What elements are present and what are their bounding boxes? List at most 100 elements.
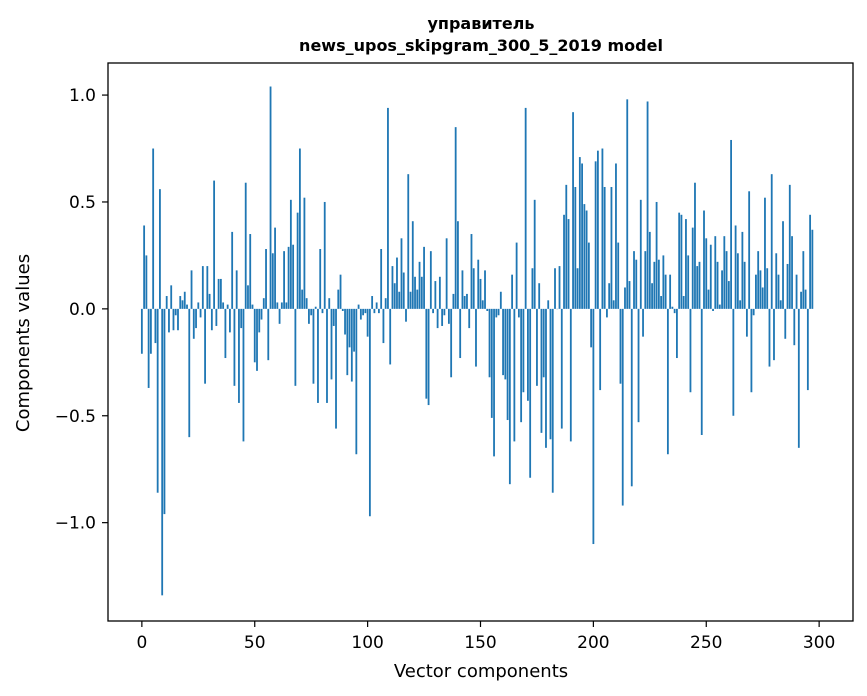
bar bbox=[420, 276, 423, 309]
x-tick-label: 100 bbox=[351, 633, 383, 653]
bar bbox=[380, 249, 383, 309]
bar bbox=[425, 308, 428, 399]
bar bbox=[249, 234, 252, 309]
bar bbox=[615, 163, 617, 309]
bar bbox=[714, 236, 717, 309]
bar bbox=[795, 274, 798, 309]
bar bbox=[267, 308, 270, 361]
bar bbox=[628, 281, 631, 309]
bar bbox=[755, 274, 757, 309]
bar bbox=[348, 308, 351, 348]
bar bbox=[398, 291, 401, 309]
bar bbox=[768, 308, 771, 367]
bar bbox=[596, 150, 599, 309]
bar bbox=[447, 308, 450, 324]
bar bbox=[533, 199, 536, 309]
bar bbox=[285, 302, 288, 309]
bar bbox=[371, 296, 374, 309]
bar bbox=[177, 308, 179, 331]
bar bbox=[730, 139, 732, 309]
bar bbox=[195, 308, 197, 329]
bar bbox=[411, 221, 414, 309]
bar bbox=[161, 308, 164, 596]
bar bbox=[750, 308, 753, 393]
bar bbox=[610, 187, 613, 309]
bar bbox=[687, 255, 690, 309]
bar bbox=[646, 101, 649, 309]
bar bbox=[784, 308, 787, 339]
bar bbox=[337, 289, 340, 309]
bar bbox=[375, 302, 378, 309]
bar bbox=[432, 308, 434, 314]
bar bbox=[506, 308, 509, 421]
bar bbox=[396, 257, 398, 309]
x-tick-label: 300 bbox=[803, 633, 835, 653]
bar bbox=[689, 308, 692, 393]
bar bbox=[721, 270, 723, 309]
bar bbox=[183, 291, 186, 309]
bar bbox=[353, 308, 355, 352]
bar bbox=[274, 227, 276, 309]
bar bbox=[238, 308, 240, 403]
bar bbox=[517, 308, 520, 318]
bar bbox=[569, 308, 572, 442]
bar bbox=[168, 308, 170, 333]
x-tick-label: 250 bbox=[690, 633, 722, 653]
bar bbox=[493, 308, 495, 457]
bar bbox=[271, 253, 274, 309]
bar bbox=[317, 308, 319, 403]
bar bbox=[310, 308, 313, 316]
bar bbox=[639, 199, 642, 309]
bar bbox=[204, 308, 206, 384]
bar bbox=[452, 293, 455, 309]
bar bbox=[244, 182, 247, 309]
bar bbox=[745, 308, 748, 337]
bar bbox=[748, 191, 751, 309]
bar bbox=[314, 306, 317, 309]
bar bbox=[723, 236, 726, 309]
bar bbox=[565, 184, 568, 309]
bar bbox=[350, 308, 353, 382]
bar bbox=[590, 308, 593, 348]
bar bbox=[572, 112, 574, 309]
bar bbox=[258, 308, 261, 333]
bar bbox=[296, 212, 299, 309]
bar bbox=[538, 283, 541, 309]
bar bbox=[549, 308, 552, 440]
bar bbox=[642, 308, 644, 337]
bar bbox=[520, 308, 523, 423]
bar bbox=[551, 308, 554, 493]
bar bbox=[418, 261, 421, 309]
bar bbox=[698, 261, 701, 309]
bar bbox=[804, 289, 807, 309]
bar bbox=[540, 308, 543, 433]
bar bbox=[782, 221, 784, 309]
bar bbox=[391, 266, 394, 309]
bar bbox=[488, 308, 491, 378]
bar bbox=[563, 214, 565, 309]
bar bbox=[308, 308, 310, 324]
bar bbox=[644, 251, 647, 309]
bar bbox=[669, 274, 672, 309]
bar bbox=[522, 308, 525, 393]
y-axis-label: Components values bbox=[13, 254, 34, 432]
x-tick-label: 200 bbox=[577, 633, 609, 653]
bar bbox=[364, 308, 367, 314]
bar bbox=[341, 308, 344, 311]
bar bbox=[712, 308, 714, 311]
bar bbox=[757, 251, 760, 309]
bar bbox=[265, 249, 267, 309]
bar bbox=[165, 296, 168, 309]
bar bbox=[691, 227, 694, 309]
bar bbox=[373, 308, 376, 314]
bar bbox=[587, 242, 590, 309]
bar bbox=[443, 308, 446, 316]
chart-title-line1: управитель bbox=[427, 14, 534, 33]
bar bbox=[504, 308, 507, 380]
bar bbox=[764, 197, 766, 309]
bar bbox=[260, 308, 263, 320]
bar bbox=[414, 276, 416, 309]
bar bbox=[637, 308, 640, 423]
